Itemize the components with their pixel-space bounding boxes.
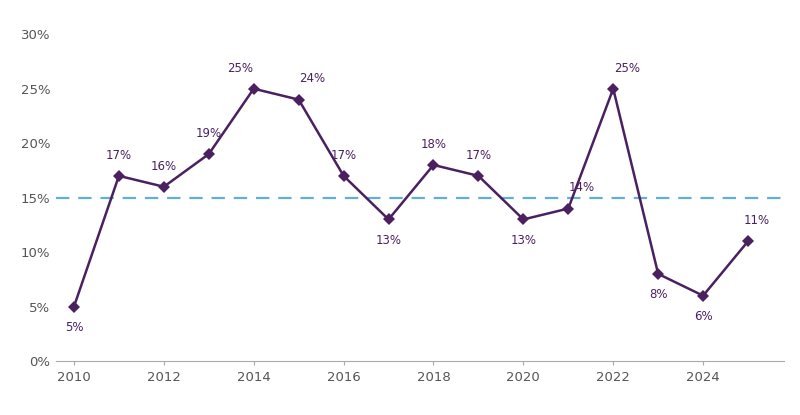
Text: 14%: 14% bbox=[569, 181, 595, 194]
Text: 17%: 17% bbox=[106, 149, 132, 162]
Text: 24%: 24% bbox=[299, 73, 326, 85]
Text: 18%: 18% bbox=[421, 138, 446, 151]
Text: 17%: 17% bbox=[466, 149, 491, 162]
Text: 13%: 13% bbox=[510, 234, 536, 247]
Text: 8%: 8% bbox=[649, 288, 667, 301]
Text: 13%: 13% bbox=[375, 234, 402, 247]
Text: 25%: 25% bbox=[614, 61, 640, 75]
Text: 17%: 17% bbox=[330, 149, 357, 162]
Text: 25%: 25% bbox=[227, 61, 254, 75]
Text: 19%: 19% bbox=[196, 127, 222, 140]
Text: 6%: 6% bbox=[694, 310, 713, 323]
Text: 5%: 5% bbox=[65, 321, 83, 334]
Text: 11%: 11% bbox=[744, 214, 770, 227]
Text: 16%: 16% bbox=[150, 160, 177, 173]
